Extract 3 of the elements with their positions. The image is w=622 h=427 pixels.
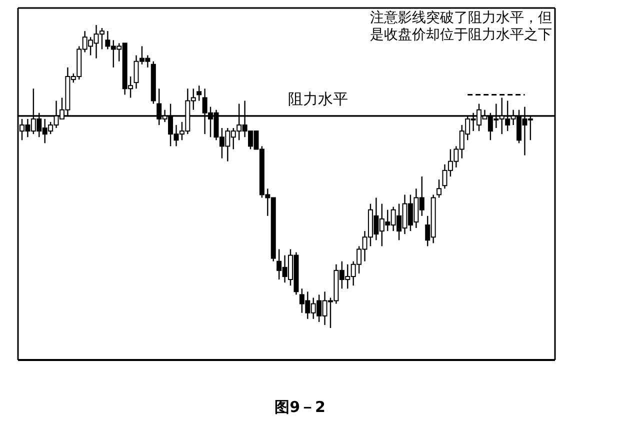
caption: 图9－2 <box>274 398 326 416</box>
ref-line-label: 阻力水平 <box>288 90 348 108</box>
annotation: 注意影线突破了阻力水平，但是收盘价却位于阻力水平之下 <box>370 10 553 44</box>
